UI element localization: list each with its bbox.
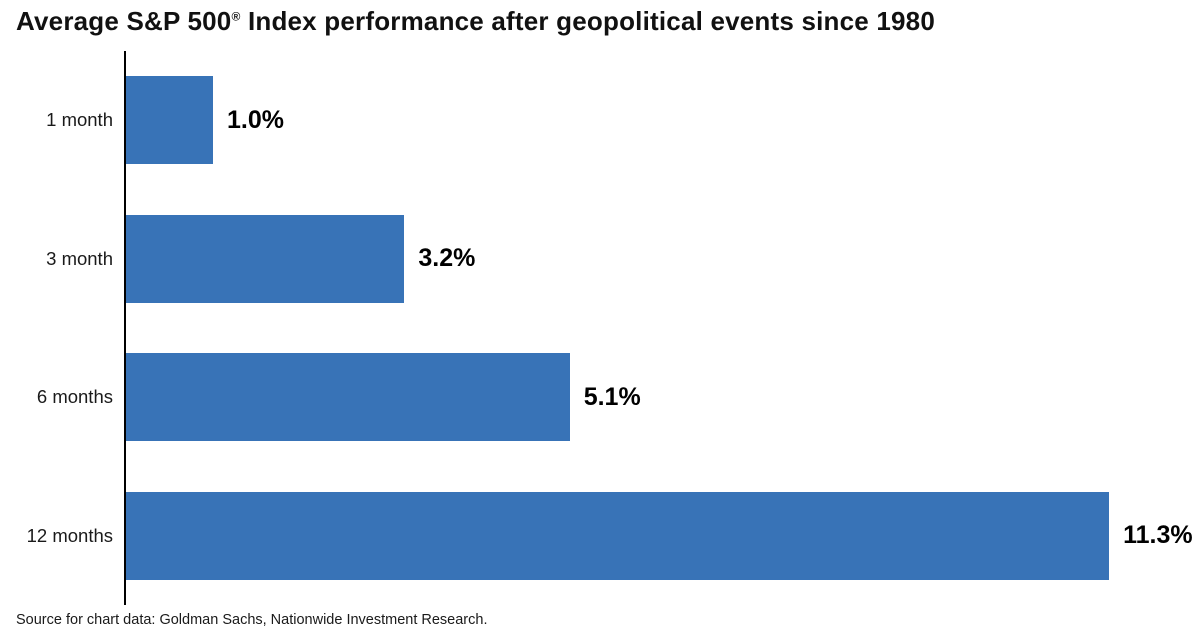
value-label: 1.0% [227,105,284,134]
source-note: Source for chart data: Goldman Sachs, Na… [16,612,488,628]
category-label: 6 months [36,386,113,408]
value-label: 3.2% [418,244,476,273]
bar [126,214,405,303]
chart-row: 1 month 1.0% [0,51,1200,190]
category-label: 1 month [46,109,113,131]
bar [126,353,570,442]
category-label: 12 months [26,524,113,546]
value-label: 11.3% [1123,521,1193,550]
y-axis-line [124,51,126,605]
chart-row: 6 months 5.1% [0,328,1200,467]
category-label: 3 month [46,247,113,269]
chart-title-prefix: Average S&P 500 [16,6,232,36]
chart-row: 12 months 11.3% [0,467,1200,606]
chart-title: Average S&P 500® Index performance after… [16,6,935,37]
plot-area: 1 month 1.0% 3 month 3.2% 6 months 5.1% 12 mon… [0,51,1200,605]
bar [126,491,1110,580]
bar [126,76,213,165]
value-label: 5.1% [583,382,641,411]
chart-title-suffix: Index performance after geopolitical eve… [240,6,936,36]
registered-trademark-symbol: ® [231,9,241,24]
chart-row: 3 month 3.2% [0,190,1200,329]
